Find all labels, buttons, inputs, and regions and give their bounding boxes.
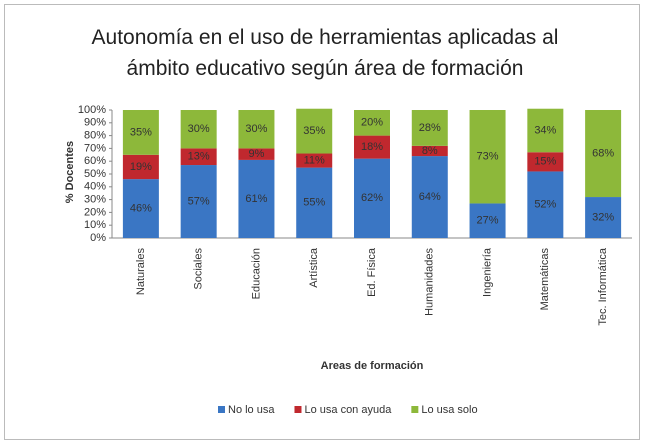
- bar-segment: [122, 179, 159, 238]
- bar-segment: [180, 165, 217, 238]
- data-label: 35%: [130, 126, 152, 138]
- data-label: 61%: [245, 193, 267, 205]
- bar-segment: [238, 148, 275, 160]
- bar-segment: [585, 110, 622, 198]
- data-label: 55%: [303, 197, 325, 209]
- x-tick-label: Ingeniería: [481, 247, 493, 297]
- data-label: 57%: [188, 195, 210, 207]
- x-tick-label: Ed. Física: [366, 247, 378, 297]
- data-label: 62%: [361, 192, 383, 204]
- data-label: 18%: [361, 141, 383, 153]
- x-tick-label: Sociales: [193, 248, 205, 290]
- y-axis-label: % Docentes: [64, 141, 76, 203]
- data-label: 34%: [534, 124, 556, 136]
- data-label: 13%: [188, 151, 210, 163]
- x-tick-label: Educación: [250, 248, 262, 299]
- x-tick-label: Matemáticas: [539, 248, 551, 311]
- legend-swatch: [411, 406, 419, 413]
- x-tick-label: Artística: [308, 247, 320, 288]
- data-label: 32%: [592, 211, 614, 223]
- bar-segment: [238, 110, 275, 149]
- data-label: 8%: [422, 145, 438, 157]
- bar-segment: [527, 171, 564, 238]
- bar-segment: [122, 110, 159, 155]
- x-tick-label: Naturales: [135, 248, 147, 296]
- legend-label: Lo usa solo: [421, 404, 477, 416]
- y-tick-label: 50%: [84, 168, 106, 180]
- legend-swatch: [218, 406, 225, 413]
- bar-segment: [296, 167, 333, 238]
- bar-segment: [585, 197, 622, 238]
- data-label: 52%: [534, 199, 556, 211]
- data-label: 9%: [248, 148, 264, 160]
- x-tick-label: Humanidades: [424, 248, 436, 316]
- bar-segment: [296, 153, 333, 168]
- data-label: 11%: [304, 154, 325, 166]
- y-tick-label: 10%: [84, 219, 106, 231]
- data-label: 30%: [188, 123, 210, 135]
- bar-segment: [238, 159, 275, 238]
- bar-segment: [469, 203, 506, 238]
- bar-segment: [527, 108, 564, 153]
- bar-segment: [411, 110, 448, 146]
- y-tick-label: 0%: [90, 232, 106, 244]
- bar-segment: [354, 135, 390, 159]
- y-tick-label: 60%: [84, 155, 106, 167]
- bar-segment: [411, 156, 448, 238]
- bar-segment: [180, 148, 217, 166]
- data-label: 68%: [592, 147, 614, 159]
- data-label: 19%: [130, 161, 152, 173]
- legend-label: No lo usa: [228, 404, 275, 416]
- data-label: 30%: [245, 123, 267, 135]
- data-label: 20%: [361, 117, 383, 129]
- y-tick-label: 40%: [84, 181, 106, 193]
- bar-segment: [180, 110, 217, 149]
- data-label: 46%: [130, 202, 152, 214]
- bar-segment: [469, 110, 506, 204]
- data-label: 73%: [477, 151, 499, 163]
- y-tick-label: 80%: [84, 130, 106, 142]
- bar-segment: [296, 108, 333, 154]
- chart-frame: [4, 4, 640, 440]
- data-label: 15%: [534, 156, 556, 168]
- data-label: 64%: [419, 191, 441, 203]
- data-label: 27%: [477, 215, 499, 227]
- legend-label: Lo usa con ayuda: [304, 404, 392, 416]
- data-label: 35%: [303, 125, 325, 137]
- x-axis-label: Areas de formación: [321, 360, 424, 372]
- y-tick-label: 70%: [84, 142, 106, 154]
- bar-segment: [122, 154, 159, 180]
- bar-segment: [354, 158, 390, 238]
- bar-segment: [354, 110, 390, 136]
- chart-title: Autonomía en el uso de herramientas apli…: [91, 26, 559, 80]
- x-tick-label: Tec. Informática: [597, 247, 609, 326]
- y-tick-label: 100%: [78, 104, 106, 116]
- bar-segment: [527, 152, 564, 172]
- legend-swatch: [294, 406, 302, 413]
- bar-segment: [411, 145, 448, 157]
- y-tick-label: 30%: [84, 194, 106, 206]
- y-tick-label: 20%: [84, 206, 106, 218]
- y-tick-label: 90%: [84, 117, 106, 129]
- data-label: 28%: [419, 122, 441, 134]
